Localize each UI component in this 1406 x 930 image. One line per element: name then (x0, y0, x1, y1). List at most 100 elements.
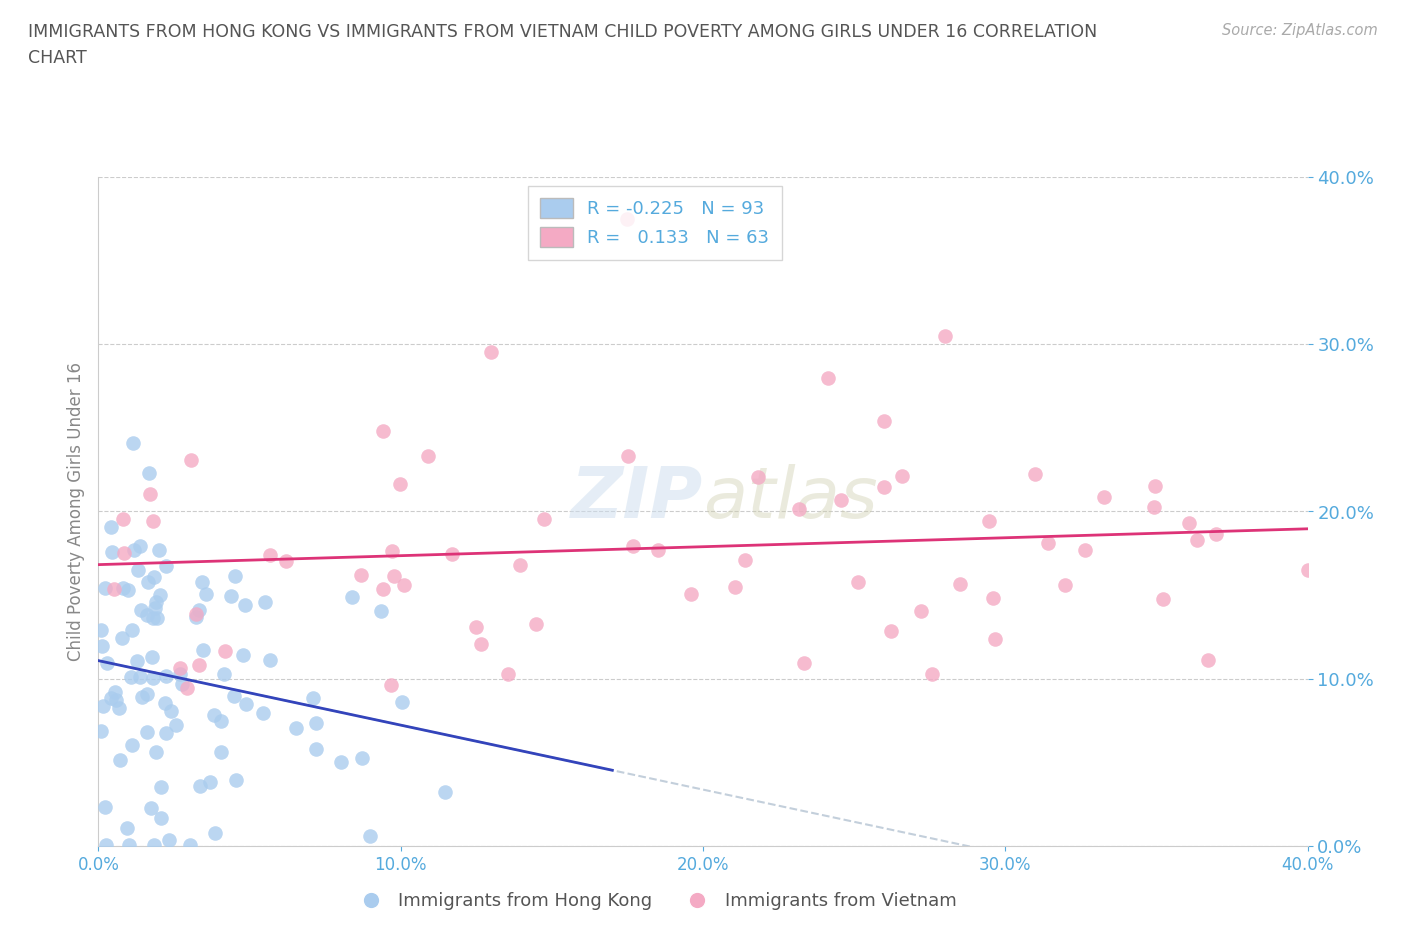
Point (259, 547, 281, 562)
Point (117, 582, 139, 597)
Point (621, 538, 644, 553)
Point (100, 545, 122, 560)
Point (139, 800, 162, 815)
Point (880, 623, 903, 638)
Point (122, 543, 145, 558)
Point (416, 448, 439, 463)
Point (91, 638, 114, 653)
Point (155, 725, 177, 740)
Point (382, 569, 405, 584)
Point (141, 650, 163, 665)
Point (121, 436, 143, 451)
Point (359, 829, 381, 844)
Point (305, 741, 328, 756)
Point (214, 667, 236, 682)
Point (103, 581, 125, 596)
Point (1185, 533, 1208, 548)
Point (949, 577, 972, 591)
Point (136, 686, 159, 701)
Point (150, 810, 173, 825)
Point (143, 837, 166, 852)
Point (977, 513, 1000, 528)
Point (155, 696, 177, 711)
Point (169, 660, 191, 675)
Point (176, 681, 198, 696)
Point (470, 636, 492, 651)
Point (148, 543, 170, 558)
Text: ZIP: ZIP (571, 464, 703, 533)
Point (846, 575, 869, 590)
Point (679, 587, 702, 602)
Point (873, 414, 896, 429)
Point (136, 575, 159, 590)
Point (100, 520, 122, 535)
Point (96, 656, 118, 671)
Point (254, 594, 277, 609)
Point (1074, 543, 1097, 558)
Point (120, 670, 142, 684)
Point (157, 832, 180, 847)
Point (392, 578, 415, 592)
Point (616, 211, 638, 226)
Text: CHART: CHART (28, 49, 87, 67)
Point (302, 691, 325, 706)
Point (934, 328, 956, 343)
Point (142, 611, 165, 626)
Point (188, 658, 211, 672)
Point (150, 779, 173, 794)
Text: atlas: atlas (703, 464, 877, 533)
Point (381, 543, 404, 558)
Point (225, 773, 247, 788)
Point (1143, 478, 1166, 493)
Point (830, 492, 852, 507)
Point (127, 563, 149, 578)
Point (129, 603, 152, 618)
Point (235, 697, 257, 711)
Point (349, 568, 371, 583)
Point (112, 512, 135, 526)
Text: IMMIGRANTS FROM HONG KONG VS IMMIGRANTS FROM VIETNAM CHILD POVERTY AMONG GIRLS U: IMMIGRANTS FROM HONG KONG VS IMMIGRANTS … (28, 23, 1097, 41)
Point (873, 480, 896, 495)
Point (184, 606, 207, 621)
Point (112, 546, 135, 561)
Point (155, 559, 177, 574)
Point (214, 644, 236, 658)
Point (910, 604, 932, 618)
Point (222, 688, 245, 703)
Point (131, 689, 153, 704)
Point (142, 671, 165, 685)
Point (125, 654, 148, 669)
Point (145, 595, 167, 610)
Point (464, 619, 486, 634)
Point (232, 648, 254, 663)
Point (533, 512, 555, 526)
Point (184, 610, 207, 625)
Point (787, 501, 810, 516)
Point (135, 724, 157, 739)
Point (188, 778, 211, 793)
Text: Source: ZipAtlas.com: Source: ZipAtlas.com (1222, 23, 1378, 38)
Point (433, 785, 456, 800)
Point (1092, 490, 1115, 505)
Point (1178, 516, 1201, 531)
Point (1296, 563, 1319, 578)
Point (305, 716, 328, 731)
Point (90, 724, 112, 738)
Point (94, 800, 117, 815)
Point (391, 695, 413, 710)
Point (195, 587, 218, 602)
Point (524, 617, 547, 631)
Point (252, 706, 274, 721)
Point (169, 666, 191, 681)
Point (350, 751, 373, 765)
Point (111, 580, 134, 595)
Point (209, 713, 232, 728)
Point (1205, 526, 1227, 541)
Point (647, 542, 669, 557)
Point (111, 631, 134, 645)
Point (105, 692, 128, 707)
Point (179, 837, 201, 852)
Point (93, 698, 115, 713)
Point (90, 623, 112, 638)
Point (219, 589, 242, 604)
